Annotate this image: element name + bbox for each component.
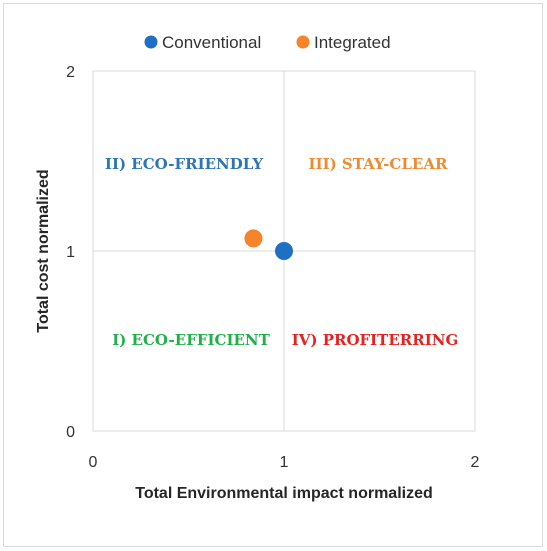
quadrant-label-profiterring: IV) PROFITERRING <box>292 331 459 349</box>
y-axis-title: Total cost normalized <box>35 169 52 332</box>
legend-marker-conventional <box>144 35 158 49</box>
data-points <box>244 229 293 260</box>
data-point-integrated <box>244 229 263 248</box>
scatter-chart: Conventional Integrated 0 1 2 0 1 2 Tota… <box>35 33 480 502</box>
y-tick-label: 2 <box>66 64 75 81</box>
y-tick-label: 1 <box>66 244 75 261</box>
x-tick-label: 0 <box>89 454 98 471</box>
quadrant-label-stay-clear: III) STAY-CLEAR <box>309 155 448 173</box>
x-axis-title: Total Environmental impact normalized <box>135 485 433 502</box>
data-point-conventional <box>275 242 293 260</box>
x-tick-label: 1 <box>280 454 289 471</box>
legend-marker-integrated <box>296 35 310 49</box>
quadrant-label-eco-friendly: II) ECO-FRIENDLY <box>105 155 263 173</box>
legend-label-integrated: Integrated <box>314 33 391 52</box>
quadrant-labels: II) ECO-FRIENDLY III) STAY-CLEAR I) ECO-… <box>105 155 458 349</box>
x-axis-ticks: 0 1 2 <box>89 454 480 471</box>
quadrant-label-eco-efficient: I) ECO-EFFICIENT <box>112 331 270 349</box>
y-tick-label: 0 <box>66 424 75 441</box>
x-tick-label: 2 <box>471 454 480 471</box>
legend: Conventional Integrated <box>144 33 391 52</box>
chart-frame: Conventional Integrated 0 1 2 0 1 2 Tota… <box>3 3 543 547</box>
legend-label-conventional: Conventional <box>162 33 261 52</box>
y-axis-ticks: 0 1 2 <box>66 64 75 441</box>
